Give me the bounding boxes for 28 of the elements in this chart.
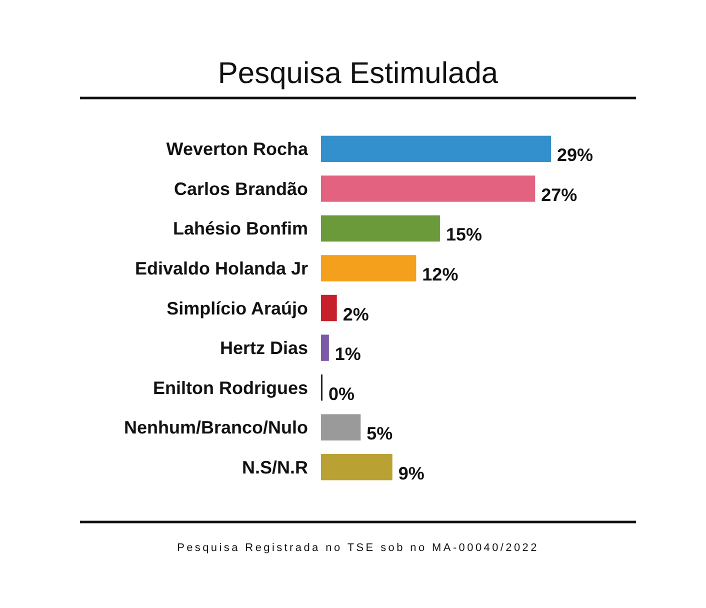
y-tick-label: Edivaldo Holanda Jr: [134, 258, 308, 279]
y-tick-label: N.S/N.R: [242, 457, 308, 478]
text: Pesquisa Registrada no TSE sob no MA-00040/2022: [177, 542, 539, 554]
data-label: 12%: [422, 264, 458, 285]
data-label: 2%: [342, 304, 369, 324]
bar: [321, 294, 337, 322]
data-label: 0%: [328, 384, 355, 404]
y-tick-label: Simplício Araújo: [166, 298, 308, 318]
bar: [321, 176, 536, 202]
bar: [321, 414, 361, 440]
y-tick-label: Lahésio Bonfim: [172, 218, 308, 239]
y-tick-label: Enilton Rodrigues: [153, 378, 308, 398]
y-tick-label: Weverton Rocha: [166, 139, 309, 160]
data-label: 1%: [334, 344, 361, 364]
y-tick-label: Nenhum/Branco/Nulo: [124, 418, 308, 438]
bar: [321, 215, 440, 242]
y-tick-label: Carlos Brandão: [174, 178, 308, 199]
chart-title: Pesquisa Estimulada: [218, 57, 498, 90]
data-label: 5%: [366, 424, 393, 444]
y-tick-label: Hertz Dias: [220, 338, 308, 358]
bar: [321, 136, 551, 162]
bar: [321, 255, 416, 282]
data-label: 29%: [557, 145, 594, 166]
data-label: 9%: [398, 463, 424, 484]
data-label: 15%: [446, 224, 482, 245]
bar: [321, 454, 392, 480]
bar: [321, 334, 329, 361]
data-label: 27%: [541, 184, 578, 205]
